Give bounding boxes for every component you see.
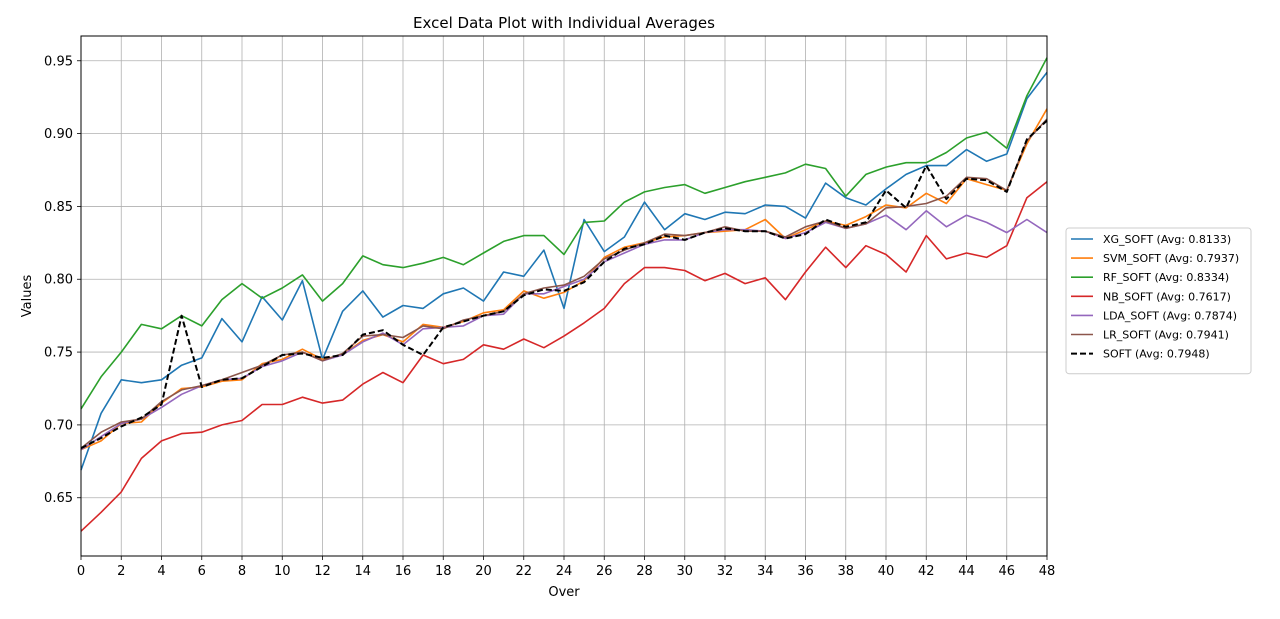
x-tick-label: 30: [676, 564, 693, 579]
x-tick-label: 26: [596, 564, 613, 579]
x-tick-label: 34: [757, 564, 774, 579]
legend-entry: SOFT (Avg: 0.7948): [1103, 348, 1210, 361]
series-line-2: [80, 57, 1048, 410]
y-tick-label: 0.75: [44, 346, 73, 361]
x-tick-label: 42: [918, 564, 935, 579]
legend-entry: LR_SOFT (Avg: 0.7941): [1103, 329, 1229, 342]
x-tick-label: 8: [238, 564, 246, 579]
x-tick-label: 24: [556, 564, 573, 579]
x-tick-label: 18: [435, 564, 452, 579]
x-tick-label: 38: [837, 564, 854, 579]
legend-box: [1065, 227, 1252, 375]
x-tick-label: 12: [314, 564, 331, 579]
x-tick-label: 46: [998, 564, 1015, 579]
y-axis-label: Values: [20, 275, 35, 318]
x-tick-label: 0: [77, 564, 85, 579]
x-tick-label: 22: [515, 564, 532, 579]
y-axis-ticks: 0.65 0.70 0.75 0.80 0.85 0.90 0.95: [44, 54, 81, 506]
series-line-3: [80, 181, 1048, 532]
x-tick-label: 6: [198, 564, 206, 579]
x-axis-ticks: 0 2 4 6 8 10 12 14 16 18 20 22 24 26 28 30 32 34 36 38 40 42 4…: [77, 556, 1055, 579]
legend-entry: LDA_SOFT (Avg: 0.7874): [1103, 309, 1237, 322]
y-tick-label: 0.65: [44, 491, 73, 506]
chart-title: Excel Data Plot with Individual Averages: [413, 14, 715, 32]
x-tick-label: 40: [878, 564, 895, 579]
y-tick-label: 0.80: [44, 273, 73, 288]
x-tick-label: 16: [395, 564, 412, 579]
series-line-6: [80, 119, 1048, 450]
x-tick-label: 10: [274, 564, 291, 579]
x-tick-label: 36: [797, 564, 814, 579]
x-tick-label: 2: [117, 564, 125, 579]
x-tick-label: 32: [717, 564, 734, 579]
series-line-5: [80, 118, 1048, 449]
legend-entry: SVM_SOFT (Avg: 0.7937): [1103, 252, 1239, 265]
y-tick-label: 0.95: [44, 54, 73, 69]
legend-entry: XG_SOFT (Avg: 0.8133): [1103, 233, 1231, 246]
y-tick-label: 0.70: [44, 418, 73, 433]
y-tick-label: 0.85: [44, 200, 73, 215]
x-tick-label: 14: [354, 564, 371, 579]
x-tick-label: 28: [636, 564, 653, 579]
legend-entry: NB_SOFT (Avg: 0.7617): [1103, 290, 1231, 303]
series-lines: [80, 57, 1048, 532]
x-tick-label: 20: [475, 564, 492, 579]
legend-entry: RF_SOFT (Avg: 0.8334): [1103, 271, 1229, 284]
y-tick-label: 0.90: [44, 127, 73, 142]
x-tick-label: 44: [958, 564, 975, 579]
series-line-0: [80, 71, 1048, 471]
x-tick-label: 4: [157, 564, 165, 579]
grid: [80, 36, 1048, 556]
legend: XG_SOFT (Avg: 0.8133) SVM_SOFT (Avg: 0.79…: [1065, 227, 1252, 375]
x-axis-label: Over: [548, 585, 580, 600]
x-tick-label: 48: [1039, 564, 1056, 579]
series-line-1: [80, 108, 1048, 451]
